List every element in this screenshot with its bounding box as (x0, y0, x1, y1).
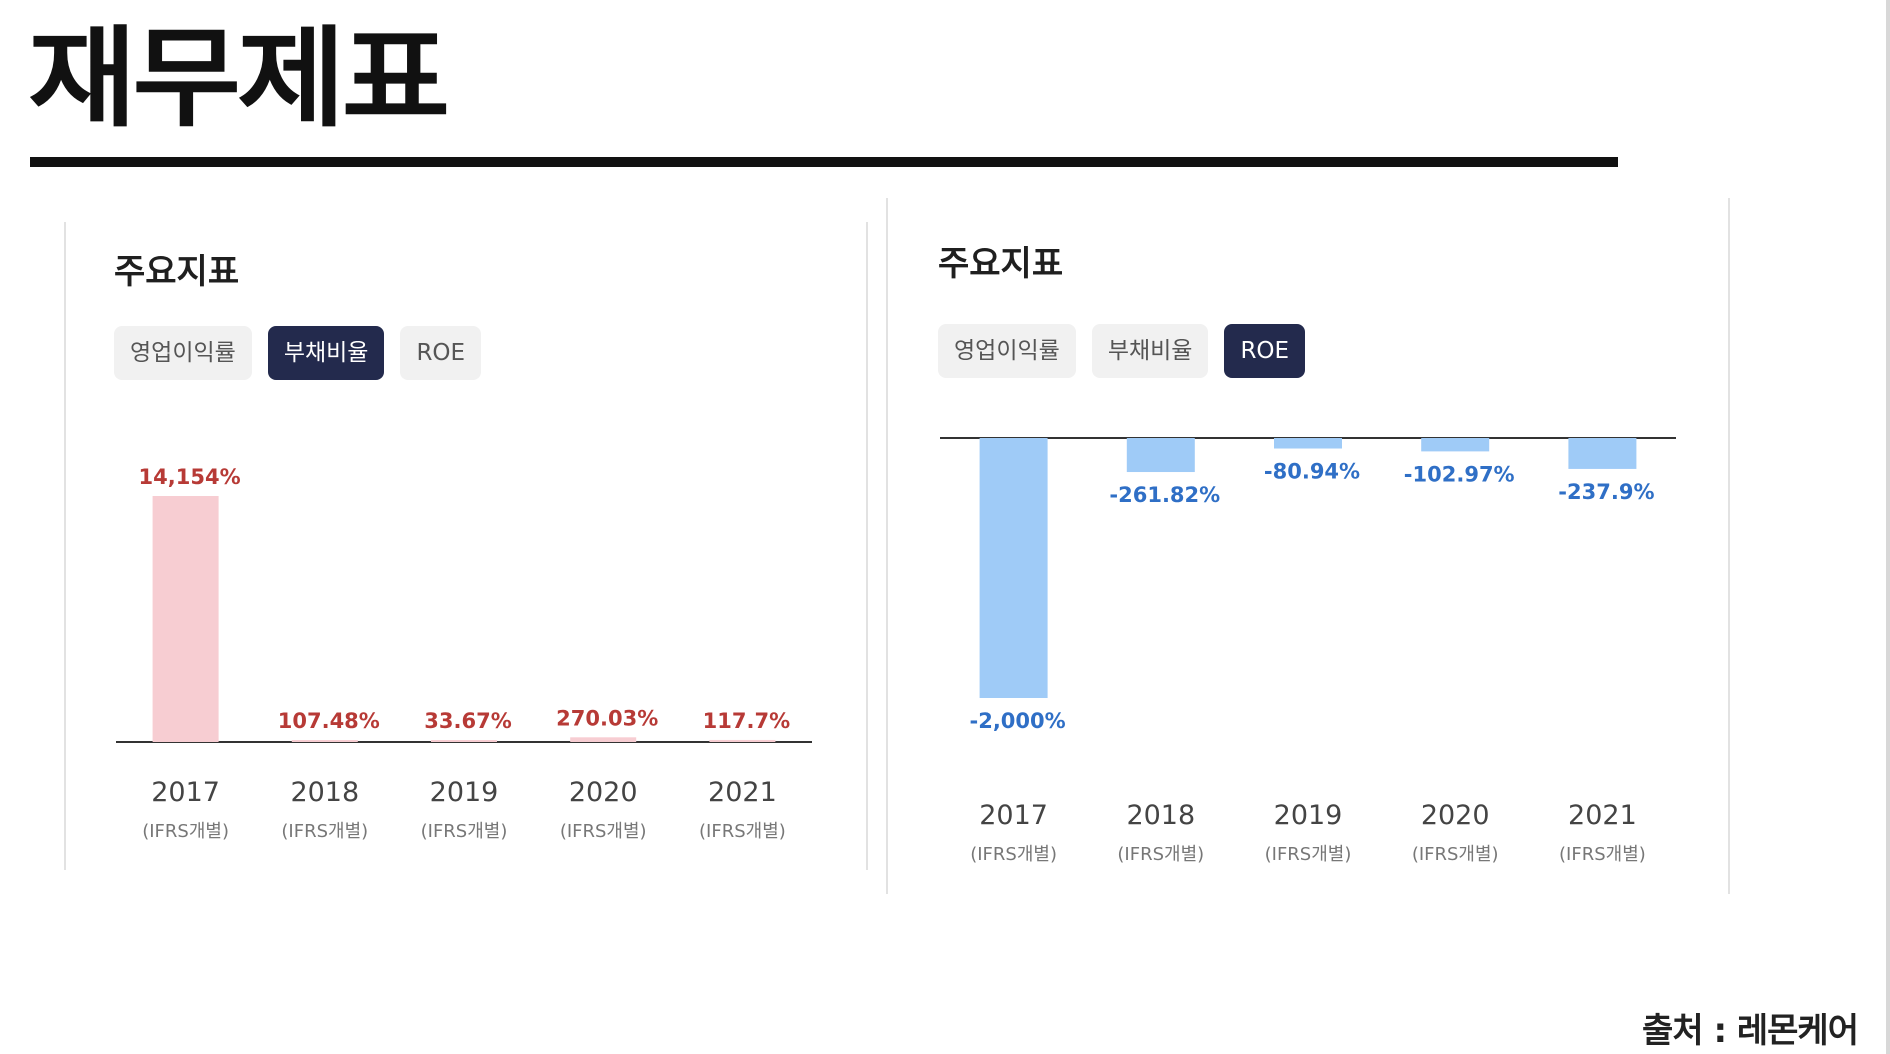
page-title: 재무제표 (28, 14, 450, 142)
metric-tabs: 영업이익률 부채비율 ROE (114, 326, 482, 380)
slide-edge (1886, 0, 1890, 1054)
bar-2018 (291, 740, 358, 742)
x-tick-sublabel: (IFRS개별) (1265, 844, 1352, 865)
x-tick-label: 2020 (569, 777, 638, 808)
x-tick-label: 2018 (290, 777, 359, 808)
panel-title: 주요지표 (938, 244, 1064, 284)
x-tick-sublabel: (IFRS개별) (699, 821, 786, 842)
x-tick-label: 2018 (1126, 800, 1195, 831)
data-label: -80.94% (1264, 460, 1360, 484)
data-label: 270.03% (556, 706, 658, 730)
bar-2019 (431, 740, 497, 742)
x-tick-sublabel: (IFRS개별) (1412, 844, 1499, 865)
x-tick-sublabel: (IFRS개별) (1117, 844, 1204, 865)
x-tick-sublabel: (IFRS개별) (1559, 844, 1646, 865)
x-tick-label: 2017 (979, 800, 1048, 831)
tab-debt-ratio[interactable]: 부채비율 (267, 326, 385, 380)
x-tick-label: 2021 (708, 777, 777, 808)
tab-roe[interactable]: ROE (400, 326, 482, 380)
title-underline (30, 157, 1618, 167)
bar-2020 (1421, 438, 1490, 452)
x-tick-label: 2020 (1421, 800, 1490, 831)
data-label: 14,154% (139, 465, 241, 489)
source-credit: 출처 : 레몬케어 (1642, 1011, 1859, 1051)
bar-2021 (1568, 438, 1637, 469)
x-tick-sublabel: (IFRS개별) (421, 821, 508, 842)
metric-tabs: 영업이익률 부채비율 ROE (938, 324, 1306, 378)
panel-title: 주요지표 (114, 252, 240, 292)
bar-2018 (1126, 438, 1195, 473)
x-tick-label: 2017 (151, 777, 220, 808)
data-label: -261.82% (1109, 483, 1220, 507)
tab-roe[interactable]: ROE (1224, 324, 1306, 378)
data-label: -237.9% (1558, 480, 1654, 504)
x-tick-sublabel: (IFRS개별) (560, 821, 647, 842)
bar-2020 (570, 737, 637, 742)
data-label: -102.97% (1404, 462, 1515, 486)
roe-panel: 주요지표 영업이익률 부채비율 ROE -2,000% 2017 (IFRS개별) -… (886, 198, 1730, 894)
x-tick-label: 2019 (430, 777, 499, 808)
x-tick-sublabel: (IFRS개별) (970, 844, 1057, 865)
tab-operating-margin[interactable]: 영업이익률 (114, 326, 252, 380)
x-tick-sublabel: (IFRS개별) (142, 821, 229, 842)
x-tick-sublabel: (IFRS개별) (281, 821, 368, 842)
debt-ratio-chart: 14,154% 2017 (IFRS개별) 107.48% 2018 (IFRS개별) 33… (116, 465, 812, 842)
tab-operating-margin[interactable]: 영업이익률 (938, 324, 1076, 378)
bar-2021 (709, 739, 776, 742)
x-tick-label: 2021 (1568, 800, 1637, 831)
data-label: 107.48% (278, 709, 380, 733)
data-label: 117.7% (703, 709, 790, 733)
roe-chart: -2,000% 2017 (IFRS개별) -261.82% 2018 (IFRS개별) -… (940, 437, 1676, 865)
bar-2019 (1274, 438, 1342, 449)
data-label: -2,000% (970, 709, 1066, 733)
bar-2017 (152, 496, 219, 742)
tab-debt-ratio[interactable]: 부채비율 (1091, 324, 1209, 378)
x-tick-label: 2019 (1274, 800, 1343, 831)
bar-2017 (979, 438, 1048, 698)
data-label: 33.67% (424, 709, 511, 733)
debt-ratio-panel: 주요지표 영업이익률 부채비율 ROE 14,154% 2017 (IFRS개별) 1… (64, 222, 868, 870)
